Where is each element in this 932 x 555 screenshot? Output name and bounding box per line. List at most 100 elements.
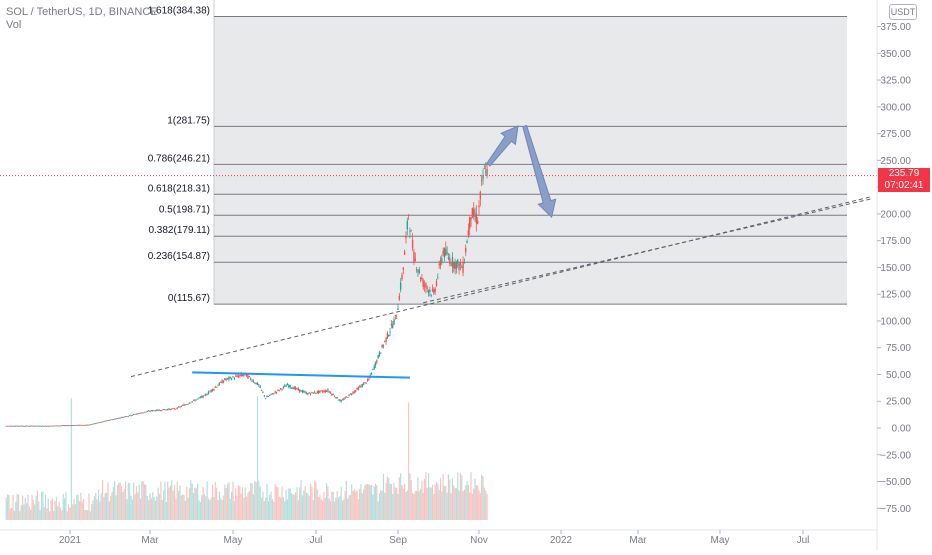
- candle-body[interactable]: [181, 405, 184, 406]
- candle-body[interactable]: [459, 262, 462, 265]
- candle-body[interactable]: [284, 385, 286, 387]
- candle-body[interactable]: [390, 323, 393, 326]
- candle-body[interactable]: [471, 207, 474, 218]
- candle-body[interactable]: [439, 260, 442, 266]
- candle-body[interactable]: [378, 352, 381, 356]
- candle-body[interactable]: [6, 425, 9, 427]
- candle-body[interactable]: [437, 276, 439, 278]
- candle-body[interactable]: [196, 398, 199, 400]
- candle-body[interactable]: [474, 215, 476, 218]
- candle-body[interactable]: [333, 396, 336, 398]
- candle-body[interactable]: [149, 411, 151, 412]
- candle-body[interactable]: [395, 318, 398, 319]
- candle-body[interactable]: [143, 411, 146, 413]
- currency-button[interactable]: USDT: [889, 4, 917, 20]
- candle-body[interactable]: [198, 397, 200, 399]
- candle-body[interactable]: [131, 415, 134, 416]
- candle-body[interactable]: [187, 403, 189, 405]
- candle-body[interactable]: [195, 399, 197, 401]
- candle-body[interactable]: [463, 261, 466, 263]
- candle-body[interactable]: [434, 288, 436, 292]
- candle-body[interactable]: [298, 389, 301, 392]
- candle-body[interactable]: [43, 426, 45, 427]
- candle-body[interactable]: [16, 425, 18, 427]
- candle-body[interactable]: [458, 263, 460, 270]
- candle-body[interactable]: [29, 425, 32, 427]
- candle-body[interactable]: [42, 425, 44, 427]
- candle-body[interactable]: [80, 424, 82, 426]
- candle-body[interactable]: [308, 392, 310, 394]
- candle-body[interactable]: [12, 425, 14, 427]
- candle-body[interactable]: [399, 282, 402, 290]
- candle-body[interactable]: [142, 412, 144, 414]
- candle-body[interactable]: [457, 259, 459, 264]
- candle-body[interactable]: [324, 390, 326, 392]
- candle-body[interactable]: [165, 409, 168, 411]
- candle-body[interactable]: [130, 415, 132, 417]
- candle-body[interactable]: [243, 374, 245, 376]
- candle-body[interactable]: [118, 417, 120, 419]
- candle-body[interactable]: [341, 399, 344, 401]
- candle-body[interactable]: [344, 397, 346, 399]
- candle-body[interactable]: [240, 373, 242, 376]
- candle-body[interactable]: [361, 384, 363, 387]
- candle-body[interactable]: [38, 425, 40, 427]
- candle-body[interactable]: [34, 425, 36, 427]
- candle-body[interactable]: [220, 381, 222, 383]
- candle-body[interactable]: [128, 415, 131, 416]
- candle-body[interactable]: [9, 425, 12, 427]
- candle-body[interactable]: [431, 288, 434, 291]
- candle-body[interactable]: [229, 376, 231, 378]
- candle-body[interactable]: [177, 406, 180, 408]
- candle-body[interactable]: [107, 420, 109, 421]
- candle-body[interactable]: [438, 264, 440, 266]
- candle-body[interactable]: [402, 267, 405, 270]
- candle-body[interactable]: [108, 420, 111, 421]
- candle-body[interactable]: [447, 257, 450, 259]
- candle-body[interactable]: [422, 280, 424, 288]
- candle-body[interactable]: [430, 294, 432, 296]
- candle-body[interactable]: [156, 409, 158, 411]
- candle-body[interactable]: [134, 413, 136, 415]
- candle-body[interactable]: [96, 422, 98, 424]
- candle-body[interactable]: [161, 409, 163, 411]
- candle-body[interactable]: [13, 425, 16, 427]
- candle-body[interactable]: [427, 290, 430, 293]
- candle-body[interactable]: [442, 250, 444, 255]
- candle-body[interactable]: [99, 422, 101, 423]
- candle-body[interactable]: [226, 378, 229, 379]
- candle-body[interactable]: [241, 374, 244, 377]
- candle-body[interactable]: [286, 383, 289, 386]
- candle-body[interactable]: [381, 345, 383, 348]
- candle-body[interactable]: [365, 382, 367, 384]
- candle-body[interactable]: [138, 413, 140, 415]
- candle-body[interactable]: [114, 418, 116, 420]
- candle-body[interactable]: [157, 409, 159, 411]
- candle-body[interactable]: [455, 261, 458, 270]
- candle-body[interactable]: [320, 390, 322, 392]
- symbol-title[interactable]: SOL / TetherUS, 1D, BINANCE: [6, 6, 158, 18]
- candle-body[interactable]: [401, 274, 403, 280]
- candle-body[interactable]: [328, 391, 330, 393]
- candle-body[interactable]: [63, 425, 66, 427]
- candle-body[interactable]: [425, 283, 427, 288]
- candle-body[interactable]: [417, 270, 419, 272]
- candle-body[interactable]: [454, 262, 456, 269]
- candle-body[interactable]: [290, 387, 293, 389]
- candle-body[interactable]: [340, 400, 342, 402]
- candle-body[interactable]: [168, 408, 170, 410]
- candle-body[interactable]: [169, 408, 172, 410]
- candle-body[interactable]: [343, 398, 345, 400]
- candle-body[interactable]: [406, 220, 408, 230]
- candle-body[interactable]: [429, 289, 431, 292]
- candle-body[interactable]: [475, 213, 478, 224]
- candle-body[interactable]: [293, 386, 295, 390]
- candle-body[interactable]: [274, 391, 276, 393]
- candle-body[interactable]: [382, 345, 385, 347]
- candle-body[interactable]: [339, 399, 341, 401]
- candle-body[interactable]: [332, 394, 334, 396]
- candle-body[interactable]: [294, 387, 297, 389]
- candle-body[interactable]: [270, 393, 272, 395]
- candle-body[interactable]: [311, 392, 313, 393]
- candle-body[interactable]: [277, 389, 279, 391]
